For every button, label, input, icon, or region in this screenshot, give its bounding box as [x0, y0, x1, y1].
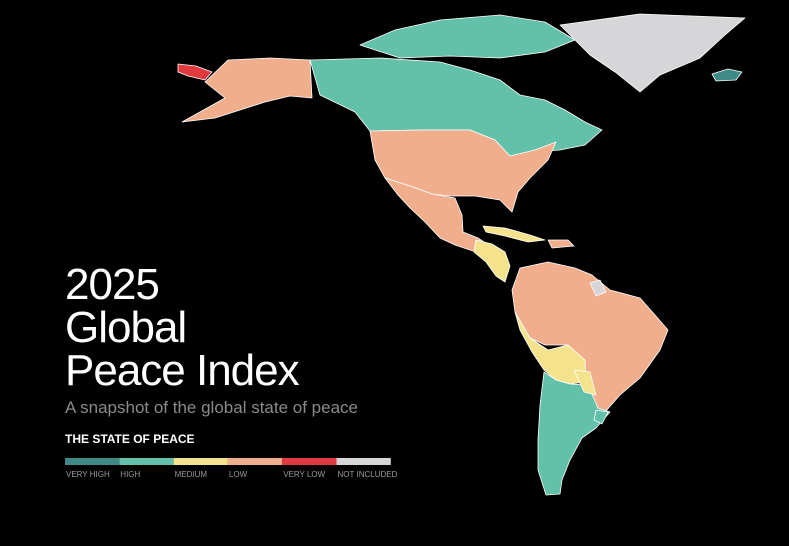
title-line: 2025 — [65, 260, 159, 309]
paraguay — [573, 369, 597, 396]
subtitle: A snapshot of the global state of peace — [65, 398, 358, 417]
legend: VERY HIGH HIGH MEDIUM LOW VERY LOW NOT INCLUD… — [65, 458, 398, 479]
guyana — [589, 279, 607, 297]
arctic-islands — [359, 14, 576, 59]
legend-swatch — [119, 458, 174, 465]
uruguay — [593, 409, 609, 425]
legend-swatch — [282, 458, 337, 465]
cuba — [482, 225, 546, 243]
chile-argentina — [537, 371, 611, 496]
title-line: Peace Index — [65, 346, 300, 395]
legend-label: HIGH — [120, 470, 140, 479]
legend-label: NOT INCLUDED — [338, 470, 398, 479]
legend-label: LOW — [229, 470, 248, 479]
legend-swatch — [227, 458, 283, 465]
legend-swatch — [173, 458, 228, 465]
legend-label: MEDIUM — [175, 470, 208, 479]
map — [177, 13, 746, 496]
hispaniola — [547, 239, 575, 249]
northern-south-america — [511, 261, 669, 413]
central-america — [473, 239, 511, 283]
iceland — [711, 68, 743, 82]
legend-label: VERY HIGH — [66, 470, 110, 479]
russia-tip — [177, 63, 213, 81]
peru-bolivia — [514, 311, 587, 385]
legend-swatch — [336, 458, 391, 465]
legend-label: VERY LOW — [283, 470, 325, 479]
title-line: Global — [65, 303, 186, 352]
greenland — [559, 13, 746, 93]
alaska — [181, 57, 313, 123]
legend-title: THE STATE OF PEACE — [65, 432, 195, 446]
legend-swatch — [65, 458, 120, 465]
